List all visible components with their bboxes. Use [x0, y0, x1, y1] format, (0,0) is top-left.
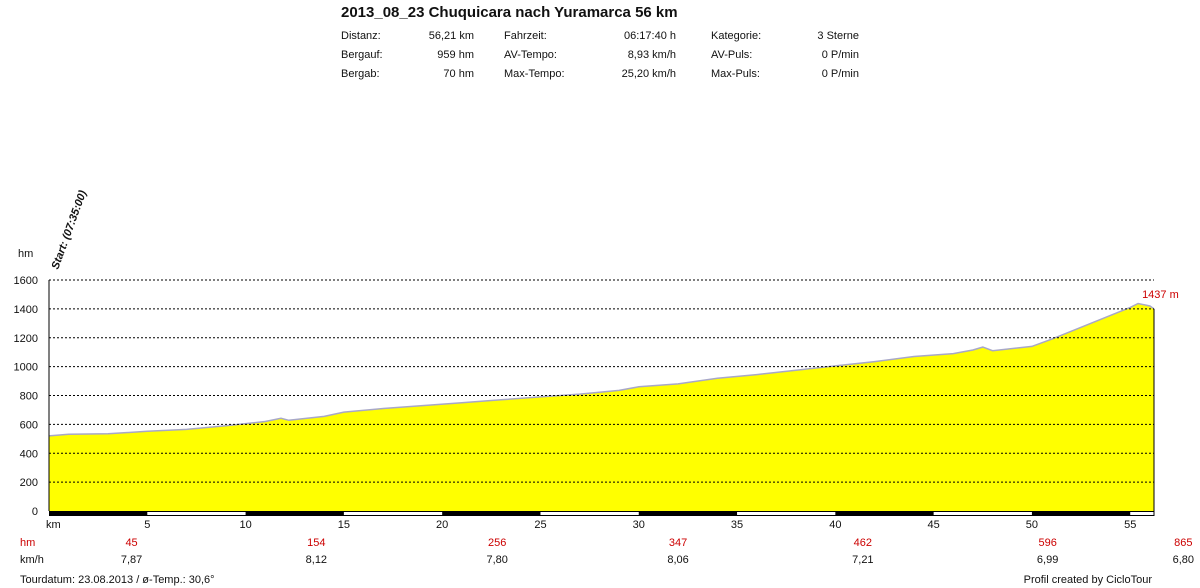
stat-label: AV-Puls: — [711, 49, 753, 61]
stat-label: AV-Tempo: — [504, 49, 557, 61]
x-tick-label: 30 — [633, 519, 645, 531]
start-time-label: Start: (07:35:00) — [50, 188, 90, 271]
stat-label: Distanz: — [341, 30, 381, 42]
stat-value: 25,20 km/h — [621, 68, 676, 80]
stat-value: 70 hm — [443, 68, 474, 80]
speed-row-value: 8,06 — [667, 554, 688, 566]
footer-credit: Profil created by CicloTour — [1023, 574, 1152, 586]
speed-row-value: 7,21 — [852, 554, 873, 566]
x-axis-bar-gap — [933, 512, 1032, 515]
hm-row-value: 462 — [854, 537, 872, 549]
stat-value: 8,93 km/h — [627, 49, 676, 61]
x-axis-bar-gap — [540, 512, 639, 515]
speed-row-value: 7,80 — [487, 554, 508, 566]
x-tick-label: 35 — [731, 519, 743, 531]
hm-row-value: 256 — [488, 537, 506, 549]
y-tick-label: 1200 — [14, 333, 38, 345]
stat-label: Max-Tempo: — [504, 68, 565, 80]
stat-value: 3 Sterne — [817, 30, 859, 42]
hm-row-value: 154 — [307, 537, 325, 549]
x-tick-label: 55 — [1124, 519, 1136, 531]
y-tick-label: 200 — [20, 477, 38, 489]
elevation-area — [49, 303, 1154, 511]
elevation-line — [48, 302, 1155, 437]
stat-value: 0 P/min — [821, 68, 859, 80]
stat-label: Kategorie: — [711, 30, 762, 42]
y-tick-label: 1000 — [14, 362, 38, 374]
stat-value: 0 P/min — [821, 49, 859, 61]
x-tick-label: 40 — [829, 519, 841, 531]
x-tick-label: 15 — [338, 519, 350, 531]
y-tick-label: 400 — [20, 448, 38, 460]
hm-row-value: 45 — [125, 537, 137, 549]
x-axis-bar-gap — [1130, 512, 1154, 515]
speed-row-value: 8,12 — [306, 554, 327, 566]
x-tick-label: 45 — [928, 519, 940, 531]
y-tick-label: 0 — [32, 506, 38, 518]
x-tick-label: 10 — [239, 519, 251, 531]
speed-row-value: 6,99 — [1037, 554, 1058, 566]
x-tick-label: 25 — [534, 519, 546, 531]
hm-row-label: hm — [20, 537, 35, 549]
chart-title: 2013_08_23 Chuquicara nach Yuramarca 56 … — [341, 4, 678, 21]
x-axis-bar-gap — [737, 512, 836, 515]
y-tick-label: 800 — [20, 391, 38, 403]
speed-row-value: 6,80 — [1173, 554, 1194, 566]
max-elevation-label: 1437 m — [1142, 289, 1179, 301]
x-axis-bar-gap — [343, 512, 443, 515]
x-axis-label: km — [46, 519, 61, 531]
hm-row-value: 347 — [669, 537, 687, 549]
footer-tour-info: Tourdatum: 23.08.2013 / ø-Temp.: 30,6° — [20, 574, 215, 586]
stat-value: 959 hm — [437, 49, 474, 61]
stat-label: Fahrzeit: — [504, 30, 547, 42]
y-tick-label: 1400 — [14, 304, 38, 316]
hm-row-value: 596 — [1038, 537, 1056, 549]
speed-row-label: km/h — [20, 554, 44, 566]
speed-row-value: 7,87 — [121, 554, 142, 566]
x-tick-label: 50 — [1026, 519, 1038, 531]
x-tick-label: 20 — [436, 519, 448, 531]
stat-value: 06:17:40 h — [624, 30, 676, 42]
hm-row-value: 865 — [1174, 537, 1192, 549]
stat-label: Max-Puls: — [711, 68, 760, 80]
x-axis-bar-gap — [147, 512, 246, 515]
x-tick-label: 5 — [144, 519, 150, 531]
stat-value: 56,21 km — [428, 30, 474, 42]
stat-label: Bergab: — [341, 68, 380, 80]
y-tick-label: 600 — [20, 419, 38, 431]
y-axis-label: hm — [18, 248, 33, 260]
y-tick-label: 1600 — [14, 275, 38, 287]
stat-label: Bergauf: — [341, 49, 383, 61]
